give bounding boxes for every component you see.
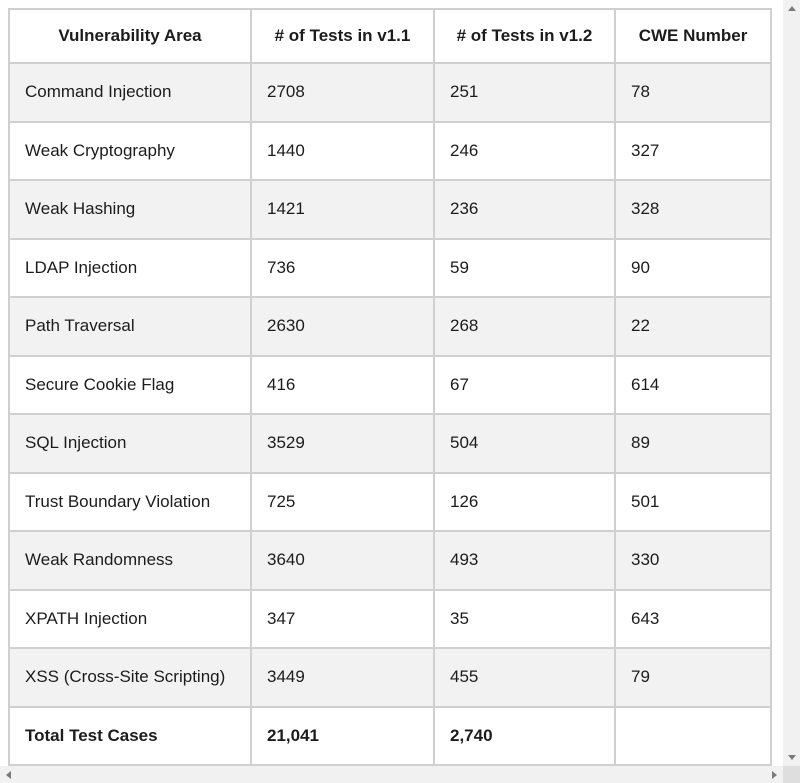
cell-vulnerability-area: Total Test Cases — [8, 705, 252, 766]
cell-cwe-number: 22 — [614, 296, 772, 357]
vertical-scrollbar[interactable] — [783, 0, 800, 766]
cell-tests-v11: 725 — [250, 471, 435, 532]
table-row: Weak Cryptography 1440 246 327 — [8, 120, 772, 181]
table-row: Secure Cookie Flag 416 67 614 — [8, 354, 772, 415]
cell-tests-v12: 246 — [433, 120, 616, 181]
horizontal-scrollbar[interactable] — [0, 766, 783, 783]
table-row: SQL Injection 3529 504 89 — [8, 413, 772, 474]
table-row: Path Traversal 2630 268 22 — [8, 296, 772, 357]
cell-tests-v11: 2708 — [250, 62, 435, 123]
cell-tests-v11: 736 — [250, 237, 435, 298]
header-tests-v12: # of Tests in v1.2 — [433, 8, 616, 64]
cell-vulnerability-area: LDAP Injection — [8, 237, 252, 298]
cell-vulnerability-area: Path Traversal — [8, 296, 252, 357]
table-row-total: Total Test Cases 21,041 2,740 — [8, 705, 772, 766]
cell-vulnerability-area: Weak Randomness — [8, 530, 252, 591]
scroll-left-button[interactable] — [0, 766, 17, 783]
cell-tests-v12: 126 — [433, 471, 616, 532]
cell-cwe-number: 330 — [614, 530, 772, 591]
scroll-right-icon — [772, 770, 777, 779]
scroll-up-icon — [787, 6, 796, 11]
cell-cwe-number: 328 — [614, 179, 772, 240]
table-row: LDAP Injection 736 59 90 — [8, 237, 772, 298]
table-header-row: Vulnerability Area # of Tests in v1.1 # … — [8, 8, 772, 64]
table-row: XSS (Cross-Site Scripting) 3449 455 79 — [8, 647, 772, 708]
cell-cwe-number: 643 — [614, 588, 772, 649]
cell-tests-v11: 3449 — [250, 647, 435, 708]
cell-tests-v12: 455 — [433, 647, 616, 708]
cell-vulnerability-area: Command Injection — [8, 62, 252, 123]
cell-cwe-number — [614, 705, 772, 766]
cell-tests-v12: 35 — [433, 588, 616, 649]
cell-cwe-number: 327 — [614, 120, 772, 181]
scrollbar-corner — [783, 766, 800, 783]
cell-tests-v12: 268 — [433, 296, 616, 357]
scroll-down-button[interactable] — [783, 749, 800, 766]
scroll-right-button[interactable] — [766, 766, 783, 783]
cell-vulnerability-area: SQL Injection — [8, 413, 252, 474]
scroll-left-icon — [6, 770, 11, 779]
header-vulnerability-area: Vulnerability Area — [8, 8, 252, 64]
cell-tests-v11: 2630 — [250, 296, 435, 357]
cell-tests-v11: 3640 — [250, 530, 435, 591]
cell-tests-v11: 21,041 — [250, 705, 435, 766]
cell-tests-v11: 1421 — [250, 179, 435, 240]
cell-tests-v12: 2,740 — [433, 705, 616, 766]
cell-cwe-number: 79 — [614, 647, 772, 708]
cell-cwe-number: 501 — [614, 471, 772, 532]
table-row: Weak Hashing 1421 236 328 — [8, 179, 772, 240]
cell-vulnerability-area: Secure Cookie Flag — [8, 354, 252, 415]
cell-tests-v12: 251 — [433, 62, 616, 123]
vulnerability-tests-table: Vulnerability Area # of Tests in v1.1 # … — [8, 8, 772, 766]
cell-cwe-number: 89 — [614, 413, 772, 474]
cell-tests-v11: 3529 — [250, 413, 435, 474]
cell-tests-v12: 493 — [433, 530, 616, 591]
cell-vulnerability-area: XSS (Cross-Site Scripting) — [8, 647, 252, 708]
cell-vulnerability-area: Weak Hashing — [8, 179, 252, 240]
cell-tests-v12: 67 — [433, 354, 616, 415]
table-row: Weak Randomness 3640 493 330 — [8, 530, 772, 591]
table-row: Trust Boundary Violation 725 126 501 — [8, 471, 772, 532]
cell-cwe-number: 78 — [614, 62, 772, 123]
cell-tests-v11: 347 — [250, 588, 435, 649]
cell-tests-v12: 236 — [433, 179, 616, 240]
table-row: Command Injection 2708 251 78 — [8, 62, 772, 123]
cell-vulnerability-area: Weak Cryptography — [8, 120, 252, 181]
scroll-down-icon — [787, 755, 796, 760]
cell-tests-v12: 504 — [433, 413, 616, 474]
cell-tests-v12: 59 — [433, 237, 616, 298]
cell-vulnerability-area: XPATH Injection — [8, 588, 252, 649]
table-row: XPATH Injection 347 35 643 — [8, 588, 772, 649]
scroll-up-button[interactable] — [783, 0, 800, 17]
cell-cwe-number: 90 — [614, 237, 772, 298]
cell-vulnerability-area: Trust Boundary Violation — [8, 471, 252, 532]
header-tests-v11: # of Tests in v1.1 — [250, 8, 435, 64]
header-cwe-number: CWE Number — [614, 8, 772, 64]
cell-tests-v11: 416 — [250, 354, 435, 415]
cell-tests-v11: 1440 — [250, 120, 435, 181]
cell-cwe-number: 614 — [614, 354, 772, 415]
